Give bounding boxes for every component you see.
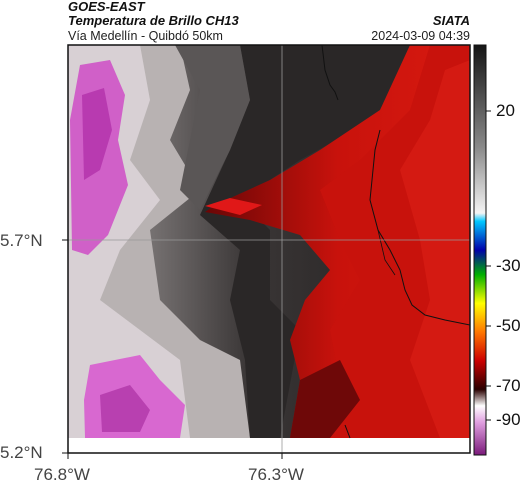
product-title: Temperatura de Brillo CH13 (68, 13, 239, 28)
map-frame (67, 44, 471, 454)
colorbar-tick-label: -30 (496, 256, 521, 275)
lat-tick-label: 5.7°N (0, 231, 43, 250)
colorbar-tick-label: -50 (496, 316, 521, 335)
agency-label: SIATA (432, 13, 470, 28)
region-label: Vía Medellín - Quibdó 50km (68, 29, 223, 43)
satellite-name: GOES-EAST (68, 0, 145, 14)
satellite-imagery (68, 45, 470, 453)
datetime-label: 2024-03-09 04:39 (371, 29, 470, 43)
lon-tick-label: 76.8°W (34, 465, 90, 484)
colorbar (473, 44, 487, 456)
lon-tick-label: 76.3°W (248, 465, 304, 484)
colorbar-tick-label: 20 (496, 101, 515, 120)
colorbar-tick-label: -70 (496, 376, 521, 395)
colorbar-tick-label: -90 (496, 410, 521, 429)
lat-tick-label: 5.2°N (0, 443, 43, 462)
